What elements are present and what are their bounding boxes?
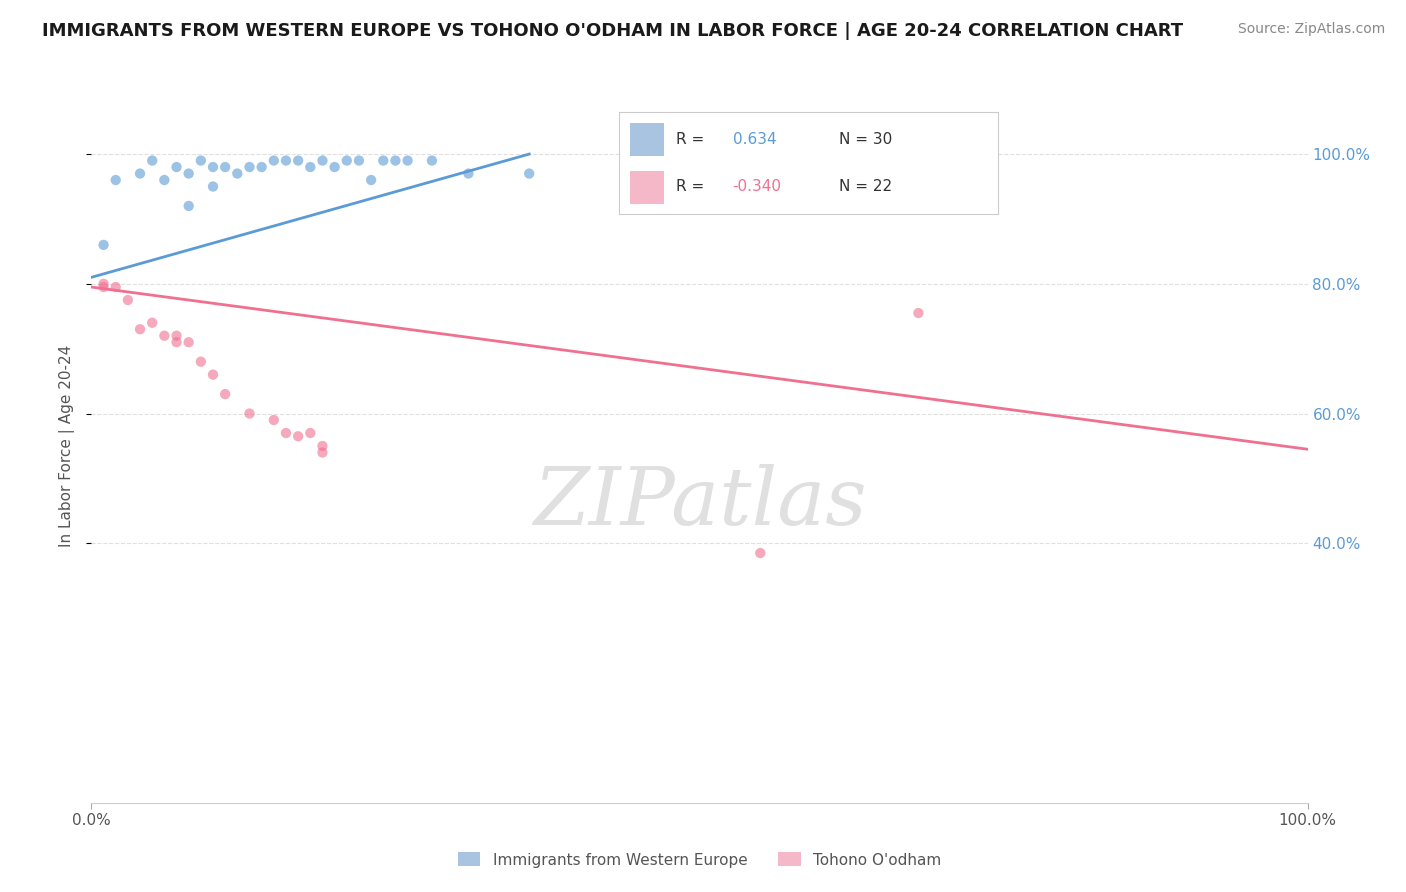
Point bbox=[457, 167, 479, 181]
Text: -0.340: -0.340 bbox=[733, 179, 782, 194]
Point bbox=[214, 387, 236, 401]
Point bbox=[129, 322, 152, 336]
Point bbox=[177, 167, 200, 181]
Point bbox=[104, 173, 127, 187]
Point bbox=[141, 153, 163, 168]
Point bbox=[141, 316, 163, 330]
Point bbox=[166, 160, 188, 174]
Point bbox=[274, 425, 297, 440]
Point bbox=[93, 238, 115, 252]
Point bbox=[420, 153, 443, 168]
Point bbox=[311, 439, 333, 453]
Point bbox=[360, 173, 382, 187]
Point bbox=[93, 277, 115, 291]
Point bbox=[153, 328, 176, 343]
Point bbox=[93, 280, 115, 294]
Point bbox=[214, 160, 236, 174]
Point bbox=[517, 167, 540, 181]
Point bbox=[202, 368, 225, 382]
Point bbox=[226, 167, 249, 181]
Point bbox=[129, 167, 152, 181]
Point bbox=[373, 153, 395, 168]
Bar bbox=[630, 171, 664, 204]
Point bbox=[238, 407, 260, 421]
Point bbox=[396, 153, 419, 168]
Bar bbox=[630, 123, 664, 155]
Point bbox=[263, 153, 285, 168]
Point bbox=[166, 328, 188, 343]
Point bbox=[250, 160, 273, 174]
Point bbox=[274, 153, 297, 168]
Point bbox=[299, 425, 322, 440]
Point bbox=[311, 445, 333, 459]
Point bbox=[190, 153, 212, 168]
Point bbox=[311, 153, 333, 168]
Point bbox=[202, 179, 225, 194]
Point bbox=[153, 173, 176, 187]
Point bbox=[299, 160, 322, 174]
Text: N = 22: N = 22 bbox=[839, 179, 891, 194]
Point bbox=[384, 153, 406, 168]
Text: R =: R = bbox=[675, 132, 709, 146]
Text: N = 30: N = 30 bbox=[839, 132, 891, 146]
Point bbox=[263, 413, 285, 427]
Point bbox=[287, 153, 309, 168]
Point bbox=[287, 429, 309, 443]
Point bbox=[177, 199, 200, 213]
Point bbox=[336, 153, 359, 168]
Text: R =: R = bbox=[675, 179, 709, 194]
Point bbox=[117, 293, 139, 307]
Y-axis label: In Labor Force | Age 20-24: In Labor Force | Age 20-24 bbox=[59, 345, 76, 547]
Point bbox=[907, 306, 929, 320]
Point bbox=[166, 335, 188, 350]
Point bbox=[238, 160, 260, 174]
Point bbox=[104, 280, 127, 294]
Point bbox=[202, 160, 225, 174]
Point bbox=[323, 160, 346, 174]
Text: IMMIGRANTS FROM WESTERN EUROPE VS TOHONO O'ODHAM IN LABOR FORCE | AGE 20-24 CORR: IMMIGRANTS FROM WESTERN EUROPE VS TOHONO… bbox=[42, 22, 1184, 40]
Text: ZIPatlas: ZIPatlas bbox=[533, 465, 866, 541]
Point bbox=[749, 546, 772, 560]
Text: 0.634: 0.634 bbox=[733, 132, 776, 146]
Point bbox=[177, 335, 200, 350]
Point bbox=[190, 354, 212, 368]
Legend: Immigrants from Western Europe, Tohono O'odham: Immigrants from Western Europe, Tohono O… bbox=[451, 847, 948, 873]
Point bbox=[347, 153, 370, 168]
Text: Source: ZipAtlas.com: Source: ZipAtlas.com bbox=[1237, 22, 1385, 37]
